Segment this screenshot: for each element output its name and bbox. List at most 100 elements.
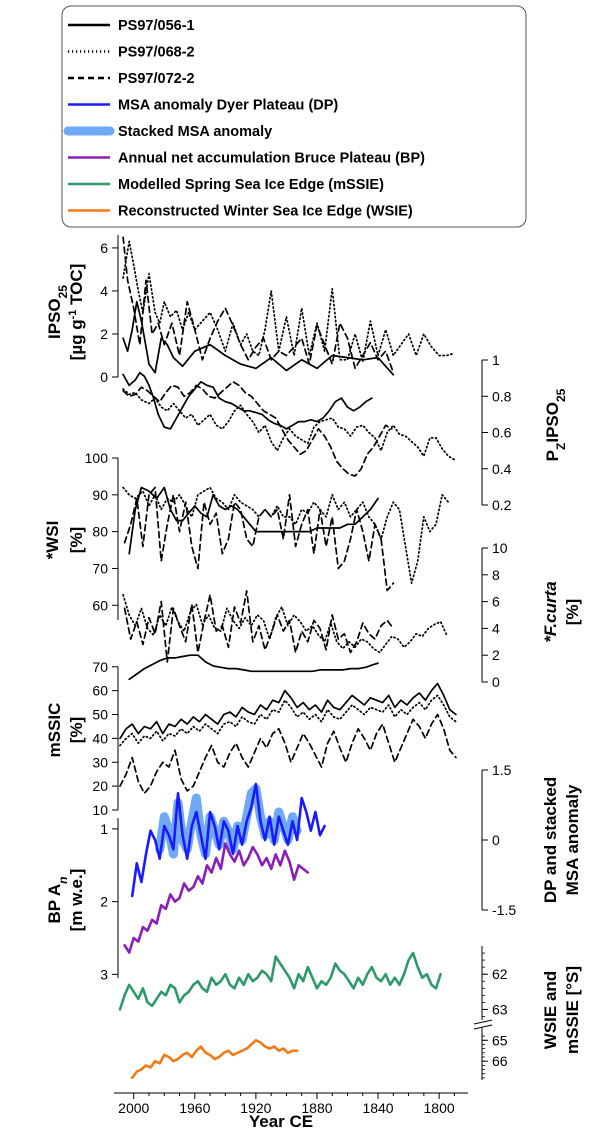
series-fcurta-ps97-056-1 [128,654,379,681]
legend-label: PS97/068-2 [118,45,195,61]
y-tick-label: 90 [92,487,108,503]
y-tick-label: 1 [492,352,500,368]
y-title-mssic-unit: [%] [67,717,86,743]
y-tick-label: 0 [100,369,108,385]
y-tick-label: 0.4 [492,461,512,477]
y-axis-wsi: 60 70 80 90 100 [85,450,119,620]
y-tick-label: 0 [492,674,500,690]
y-tick-label: 60 [92,597,108,613]
series-ipso25-ps97-056-1 [122,300,395,376]
series-bp-annual-net-accumulation-bruce-plateau-bp [123,842,310,954]
series-ipso25-ps97-068-2 [122,240,456,363]
y-title-mssie-2: mSSIE [°S] [563,966,582,1054]
axes: 02460.20.40.60.8160708090100024681010203… [85,235,516,1116]
series-wsi-ps97-072-2 [123,486,395,592]
y-tick-label: 10 [92,802,108,818]
y-tick-label: 2 [100,326,108,342]
y-tick-label: 65 [492,1032,508,1048]
y-title-bp-unit: [m w.e.] [67,869,86,932]
legend-entry-annual-net-accumulation-bruce-plateau-bp: Annual net accumulation Bruce Plateau (B… [68,151,425,167]
series-ipso25-ps97-072-2 [122,236,395,374]
series-mssie-modelled-spring-sea-ice-edge-mssie [118,951,442,1011]
series-wsi-ps97-068-2 [122,486,450,585]
y-tick-label: 4 [492,620,500,636]
y-axis-mssic: 10 20 30 40 50 60 70 [92,659,119,818]
y-title-mssie: WSIE and [541,971,560,1049]
y-tick-label: 0.6 [492,425,512,441]
x-axis-title: Year CE [249,1112,313,1131]
legend-label: PS97/056-1 [118,18,195,34]
legend-entry-ps97-072-2: PS97/072-2 [68,71,195,87]
series-msa-msa-anomaly-dyer-plateau-dp [130,782,326,898]
y-tick-label: 1 [100,821,108,837]
x-tick-label: 1840 [362,1100,393,1116]
y-tick-label: -1.5 [492,902,516,918]
series-pzipso25-ps97-072-2 [122,380,393,477]
series-mssie-reconstructed-winter-sea-ice-edge-wsie [130,1039,299,1080]
y-tick-label: 30 [92,754,108,770]
y-tick-label: 70 [92,659,108,675]
y-tick-label: 80 [92,524,108,540]
y-axis-msa: -1.5 0 1.5 [481,762,516,918]
x-tick-label: 1800 [424,1100,455,1116]
y-tick-label: 3 [100,966,108,982]
legend-entry-ps97-068-2: PS97/068-2 [68,45,195,61]
legend: PS97/056-1 PS97/068-2 PS97/072-2 MSA anomal… [61,5,527,228]
series-mssic-ps97-056-1 [119,682,457,740]
y-axis-pzipso25: 0.2 0.4 0.6 0.8 1 [481,352,512,513]
y-tick-label: 20 [92,778,108,794]
y-title-ipso25-unit: [µg g-1 TOC] [67,264,86,361]
x-tick-label: 1920 [240,1100,271,1116]
x-tick-label: 1960 [179,1100,210,1116]
y-tick-label: 70 [92,560,108,576]
y-tick-label: 63 [492,1001,508,1017]
legend-entry-msa-anomaly-dyer-plateau-dp: MSA anomaly Dyer Plateau (DP) [68,98,338,114]
y-tick-label: 0.2 [492,497,512,513]
series-fcurta-ps97-068-2 [122,594,448,654]
y-title-wsi: *WSI [43,521,62,560]
y-title-msa: DP and stacked [541,777,560,903]
y-tick-label: 1.5 [492,762,512,778]
y-tick-label: 4 [100,283,108,299]
legend-label: PS97/072-2 [118,71,195,87]
legend-entry-stacked-msa-anomaly: Stacked MSA anomaly [63,124,272,140]
y-tick-label: 6 [100,240,108,256]
series-fcurta-ps97-072-2 [123,590,395,663]
x-tick-label: 1880 [301,1100,332,1116]
series-pzipso25-ps97-056-1 [122,371,373,430]
break-line [473,1024,493,1030]
y-title-mssic: mSSIC [45,703,64,758]
y-tick-label: 62 [492,966,508,982]
axis-break-mark [473,1019,493,1030]
y-title-wsi-unit: [%] [67,527,86,553]
y-tick-label: 6 [492,594,500,610]
y-tick-label: 60 [92,683,108,699]
legend-label: Stacked MSA anomaly [118,124,272,140]
y-title-pzipso25: PZIPSO25 [543,388,568,461]
y-tick-label: 0 [492,832,500,848]
y-title-msa-2: MSA anomaly [563,784,582,895]
y-tick-label: 100 [85,450,109,466]
y-axis-fcurta: 0 2 4 6 8 10 [481,540,508,690]
y-title-fcurta-unit: [%] [563,599,582,625]
legend-entry-ps97-056-1: PS97/056-1 [68,18,195,34]
y-tick-label: 2 [492,647,500,663]
legend-entry-reconstructed-winter-sea-ice-edge-wsie: Reconstructed Winter Sea Ice Edge (WSIE) [68,204,413,220]
y-title-fcurta: *F.curta [541,581,560,642]
legend-entry-modelled-spring-sea-ice-edge-mssie: Modelled Spring Sea Ice Edge (mSSIE) [68,177,384,193]
y-tick-label: 50 [92,707,108,723]
legend-label: Modelled Spring Sea Ice Edge (mSSIE) [118,177,384,193]
x-tick-label: 2000 [118,1100,149,1116]
y-tick-label: 10 [492,540,508,556]
y-axis-mssie: 62 63 65 66 [481,946,508,1080]
y-tick-label: 8 [492,567,500,583]
axis-titles: IPSO25[µg g-1 TOC]PZIPSO25*WSI [%]*F.curt… [43,264,582,1131]
y-tick-label: 40 [92,730,108,746]
legend-label: Reconstructed Winter Sea Ice Edge (WSIE) [118,204,413,220]
legend-label: Annual net accumulation Bruce Plateau (B… [118,151,425,167]
y-axis-bp: 1 2 3 [100,818,119,982]
legend-label: MSA anomaly Dyer Plateau (DP) [118,98,338,114]
y-axis-ipso25: 0 2 4 6 [100,235,119,385]
y-tick-label: 2 [100,894,108,910]
